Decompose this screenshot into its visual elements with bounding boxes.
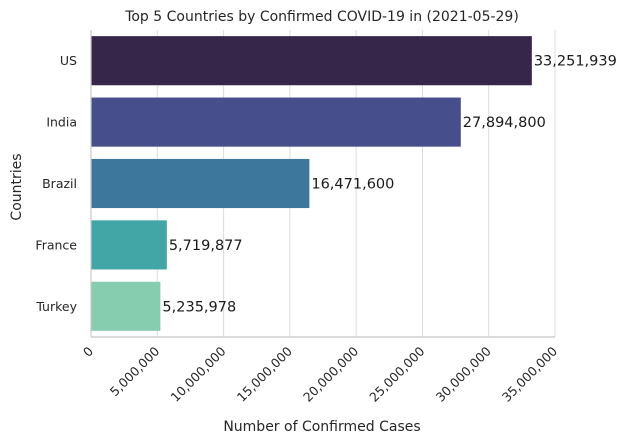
y-tick-label: US	[60, 53, 77, 68]
y-tick-label: Turkey	[35, 299, 77, 314]
chart-title: Top 5 Countries by Confirmed COVID-19 in…	[124, 9, 519, 25]
bar-brazil	[91, 158, 310, 209]
x-tick-label: 10,000,000	[167, 343, 228, 404]
x-tick-label: 15,000,000	[234, 343, 295, 404]
bar-turkey	[91, 281, 161, 331]
bar-value-label: 5,719,877	[169, 238, 243, 254]
x-tick-label: 0	[80, 343, 96, 359]
axis-spines	[90, 30, 555, 338]
bar-value-labels: 33,251,939 27,894,800 16,471,600 5,719,877 5…	[162, 54, 616, 316]
x-tick-label: 25,000,000	[366, 343, 427, 404]
bar-value-label: 33,251,939	[534, 54, 617, 70]
bar-india	[91, 97, 461, 147]
y-axis-label: Countries	[9, 153, 25, 220]
y-tick-labels: US India Brazil France Turkey	[35, 53, 77, 314]
y-tick-label: India	[46, 115, 77, 130]
x-tick-labels: 0 5,000,000 10,000,000 15,000,000 20,000,000…	[80, 343, 560, 404]
bar-value-label: 27,894,800	[463, 115, 546, 131]
bar-us	[91, 36, 532, 86]
y-tick-label: Brazil	[42, 176, 77, 191]
bar-value-label: 5,235,978	[162, 299, 236, 315]
x-tick-label: 35,000,000	[499, 343, 560, 404]
x-axis-label: Number of Confirmed Cases	[223, 419, 420, 435]
bar-value-label: 16,471,600	[311, 177, 394, 193]
x-tick-label: 20,000,000	[300, 343, 361, 404]
bar-france	[91, 220, 167, 270]
bars	[91, 36, 532, 331]
y-tick-label: France	[35, 237, 77, 252]
x-tick-label: 30,000,000	[433, 343, 494, 404]
x-tick-label: 5,000,000	[107, 343, 163, 399]
